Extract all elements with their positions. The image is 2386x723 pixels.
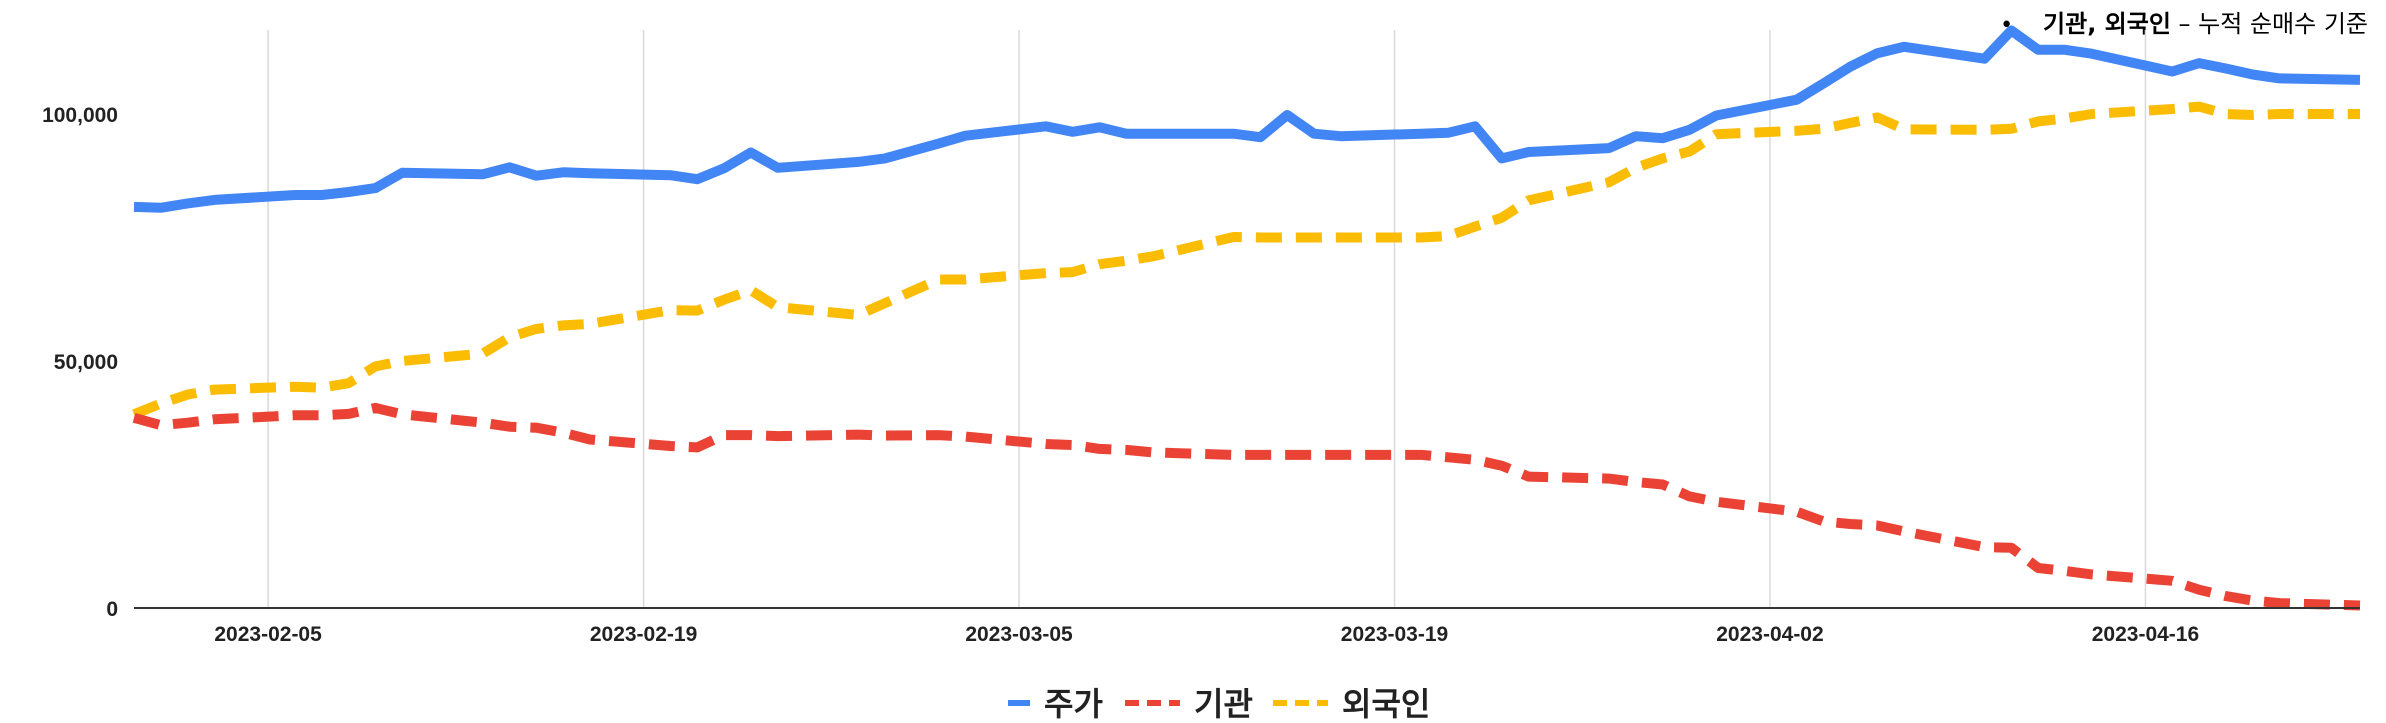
series-lines [132, 25, 2361, 611]
y-axis: 0 50,000 100,000 [42, 104, 118, 621]
x-tick-label: 2023-03-05 [965, 623, 1073, 646]
x-tick-label: 2023-02-19 [590, 623, 697, 646]
series-line-price [133, 25, 2361, 213]
legend-label: 기관 [1194, 685, 1253, 723]
y-tick-label: 100,000 [42, 104, 118, 127]
grid-lines [267, 30, 2147, 608]
x-tick-label: 2023-03-19 [1341, 623, 1448, 646]
x-tick-label: 2023-04-02 [1716, 623, 1823, 646]
note-bold-text: 기관, 외국인 [2043, 10, 2171, 38]
series-line-institution [132, 402, 2361, 611]
x-tick-label: 2023-04-16 [2092, 623, 2199, 646]
legend: 주가 기관 외국인 [1008, 685, 1430, 723]
legend-label: 외국인 [1342, 685, 1430, 723]
x-tick-label: 2023-02-05 [214, 623, 322, 646]
note-rest-text: – 누적 순매수 기준 [2170, 10, 2368, 38]
legend-label: 주가 [1044, 685, 1103, 723]
x-axis: 2023-02-05 2023-02-19 2023-03-05 2023-03-19… [134, 607, 2360, 646]
chart-note: • 기관, 외국인 – 누적 순매수 기준 [2000, 4, 2368, 39]
y-tick-label: 0 [106, 598, 118, 621]
series-line-foreigner [132, 101, 2360, 419]
y-tick-label: 50,000 [54, 351, 118, 374]
